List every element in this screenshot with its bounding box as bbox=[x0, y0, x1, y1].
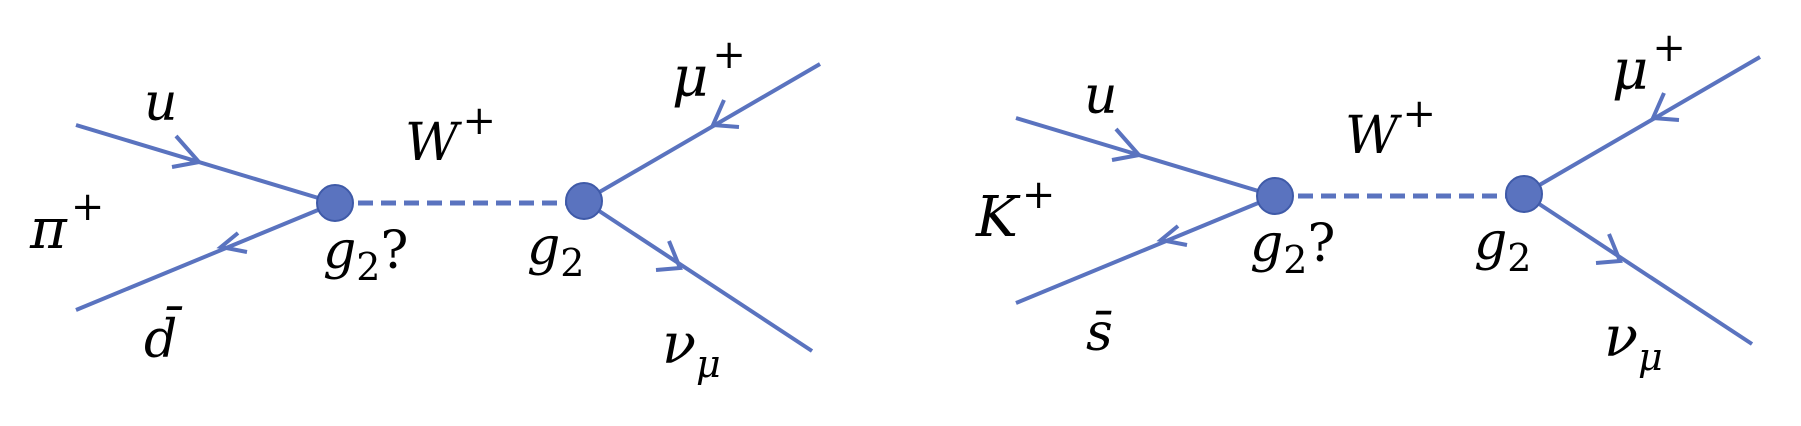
vertex-right-coupling: g2 bbox=[527, 217, 584, 285]
muon-arrow bbox=[1650, 92, 1680, 122]
lepton-label: μ + bbox=[672, 32, 746, 110]
neutrino-arrow bbox=[655, 240, 683, 272]
diagram-kaon-decay: u K + s̄ W + g2? g2 μ + νμ bbox=[975, 25, 1762, 379]
quark-arrow-u bbox=[171, 134, 203, 169]
boson-label: W + bbox=[1345, 91, 1436, 166]
quark-arrow-u bbox=[1111, 127, 1143, 162]
quark-label-u: u bbox=[144, 73, 178, 133]
antiquark-label: s̄ bbox=[1086, 303, 1113, 363]
muon-line bbox=[1522, 55, 1762, 196]
neutrino-line bbox=[582, 199, 814, 353]
vertex-left-coupling: g2? bbox=[323, 221, 408, 289]
antiquark-label: d̄ bbox=[144, 307, 183, 370]
vertex-right-coupling: g2 bbox=[1474, 212, 1531, 280]
vertex-right bbox=[565, 182, 603, 220]
muon-line bbox=[582, 62, 822, 203]
antiquark-arrow bbox=[216, 231, 248, 254]
vertex-left bbox=[316, 184, 354, 222]
vertex-left bbox=[1256, 177, 1294, 215]
antiquark-line bbox=[75, 201, 336, 312]
vertex-left-coupling: g2? bbox=[1250, 214, 1335, 282]
neutrino-line bbox=[1522, 192, 1754, 346]
diagram-pion-decay: u π + d̄ W + g2? g2 μ + νμ bbox=[29, 32, 822, 386]
quark-line-u bbox=[1015, 116, 1276, 198]
lepton-label: μ + bbox=[1612, 25, 1686, 103]
quark-label-u: u bbox=[1084, 66, 1118, 126]
quark-line-u bbox=[75, 123, 336, 205]
vertex-right bbox=[1505, 175, 1543, 213]
meson-label: π + bbox=[29, 184, 104, 262]
muon-arrow bbox=[710, 99, 740, 129]
antiquark-line bbox=[1015, 194, 1276, 305]
antiquark-arrow bbox=[1156, 224, 1188, 247]
meson-label: K + bbox=[975, 172, 1055, 250]
neutrino-arrow bbox=[1595, 233, 1623, 265]
neutrino-label: νμ bbox=[662, 312, 721, 386]
neutrino-label: νμ bbox=[1604, 305, 1663, 379]
boson-label: W + bbox=[405, 98, 496, 173]
